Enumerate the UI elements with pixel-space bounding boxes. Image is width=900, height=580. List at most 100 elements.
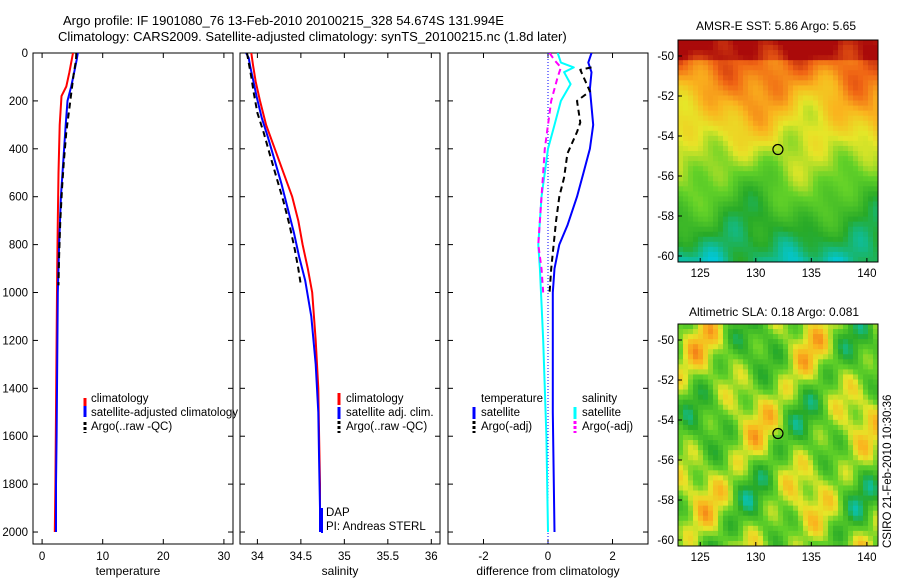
heatmap-cell bbox=[833, 70, 839, 76]
heatmap-cell bbox=[728, 70, 734, 76]
heatmap-cell bbox=[823, 364, 829, 370]
heatmap-cell bbox=[708, 329, 714, 335]
heatmap-cell bbox=[758, 510, 764, 517]
heatmap-cell bbox=[783, 80, 789, 86]
heatmap-cell bbox=[763, 540, 769, 547]
heatmap-cell bbox=[803, 339, 809, 345]
heatmap-cell bbox=[728, 226, 734, 233]
heatmap-cell bbox=[863, 344, 869, 350]
heatmap-cell bbox=[718, 166, 724, 172]
heatmap-cell bbox=[728, 90, 734, 96]
heatmap-cell bbox=[713, 55, 719, 61]
heatmap-cell bbox=[848, 465, 854, 471]
heatmap-cell bbox=[748, 334, 754, 340]
heatmap-cell bbox=[868, 515, 874, 522]
heatmap-cell bbox=[868, 221, 874, 228]
heatmap-cell bbox=[793, 45, 799, 51]
heatmap-cell bbox=[763, 246, 769, 253]
heatmap-cell bbox=[803, 394, 809, 401]
heatmap-cell bbox=[743, 404, 749, 411]
y-tick-label: 1800 bbox=[2, 479, 28, 491]
heatmap-cell bbox=[763, 495, 769, 501]
heatmap-cell bbox=[858, 409, 864, 416]
heatmap-cell bbox=[808, 414, 814, 421]
heatmap-cell bbox=[813, 369, 819, 375]
heatmap-cell bbox=[868, 324, 874, 330]
heatmap-cell bbox=[768, 465, 774, 471]
heatmap-cell bbox=[758, 125, 764, 132]
heatmap-cell bbox=[693, 389, 699, 396]
heatmap-cell bbox=[783, 40, 789, 46]
heatmap-cell bbox=[703, 500, 709, 507]
heatmap-cell bbox=[728, 236, 734, 243]
heatmap-cell bbox=[688, 120, 694, 127]
heatmap-cell bbox=[843, 520, 849, 527]
heatmap-cell bbox=[858, 450, 864, 456]
heatmap-cell bbox=[718, 354, 724, 360]
heatmap-cell bbox=[848, 60, 854, 66]
heatmap-cell bbox=[728, 60, 734, 66]
heatmap-cell bbox=[828, 140, 834, 147]
heatmap-cell bbox=[718, 236, 724, 243]
heatmap-cell bbox=[838, 120, 844, 127]
heatmap-cell bbox=[693, 211, 699, 217]
heatmap-cell bbox=[858, 120, 864, 127]
heatmap-cell bbox=[833, 485, 839, 491]
heatmap-cell bbox=[763, 364, 769, 370]
heatmap-cell bbox=[863, 151, 869, 157]
heatmap-cell bbox=[783, 450, 789, 456]
heatmap-cell bbox=[808, 75, 814, 81]
heatmap-cell bbox=[838, 364, 844, 370]
heatmap-cell bbox=[773, 455, 779, 461]
heatmap-cell bbox=[748, 389, 754, 396]
heatmap-cell bbox=[838, 176, 844, 182]
heatmap-cell bbox=[793, 140, 799, 147]
heatmap-cell bbox=[863, 389, 869, 396]
heatmap-cell bbox=[868, 500, 874, 507]
legend-heading-salinity: salinity bbox=[582, 393, 617, 405]
heatmap-cell bbox=[683, 409, 689, 416]
heatmap-cell bbox=[843, 171, 849, 177]
heatmap-cell bbox=[863, 500, 869, 507]
heatmap-cell bbox=[753, 465, 759, 471]
heatmap-cell bbox=[723, 540, 729, 547]
heatmap-cell bbox=[728, 445, 734, 451]
heatmap-cell bbox=[758, 470, 764, 476]
heatmap-cell bbox=[858, 369, 864, 375]
heatmap-cell bbox=[773, 369, 779, 375]
heatmap-cell bbox=[833, 100, 839, 106]
heatmap-cell bbox=[828, 429, 834, 436]
heatmap-cell bbox=[713, 191, 719, 197]
heatmap-cell bbox=[828, 125, 834, 132]
heatmap-cell bbox=[768, 339, 774, 345]
heatmap-cell bbox=[723, 140, 729, 147]
heatmap-cell bbox=[688, 379, 694, 385]
sst-axes-frame bbox=[677, 39, 879, 263]
heatmap-cell bbox=[818, 206, 824, 212]
heatmap-cell bbox=[723, 450, 729, 456]
heatmap-cell bbox=[793, 85, 799, 91]
heatmap-cell bbox=[803, 135, 809, 142]
heatmap-cell bbox=[868, 455, 874, 461]
sla-map-panel: Altimetric SLA: 0.18 Argo: 0.081 125 130 1… bbox=[657, 305, 879, 564]
heatmap-cell bbox=[678, 510, 684, 517]
heatmap-cell bbox=[868, 55, 874, 61]
heatmap-cell bbox=[708, 80, 714, 86]
heatmap-cell bbox=[803, 186, 809, 192]
heatmap-cell bbox=[858, 211, 864, 217]
heatmap-cell bbox=[863, 435, 869, 441]
heatmap-cell bbox=[788, 145, 794, 152]
heatmap-cell bbox=[703, 166, 709, 172]
heatmap-cell bbox=[688, 80, 694, 86]
heatmap-cell bbox=[783, 130, 789, 137]
heatmap-cell bbox=[868, 171, 874, 177]
heatmap-cell bbox=[798, 450, 804, 456]
heatmap-cell bbox=[823, 186, 829, 192]
figure-title-line2: Climatology: CARS2009. Satellite-adjuste… bbox=[58, 29, 567, 44]
heatmap-cell bbox=[773, 515, 779, 522]
heatmap-cell bbox=[683, 161, 689, 167]
heatmap-cell bbox=[813, 339, 819, 345]
heatmap-cell bbox=[818, 110, 824, 117]
heatmap-cell bbox=[858, 75, 864, 81]
heatmap-cell bbox=[753, 60, 759, 66]
